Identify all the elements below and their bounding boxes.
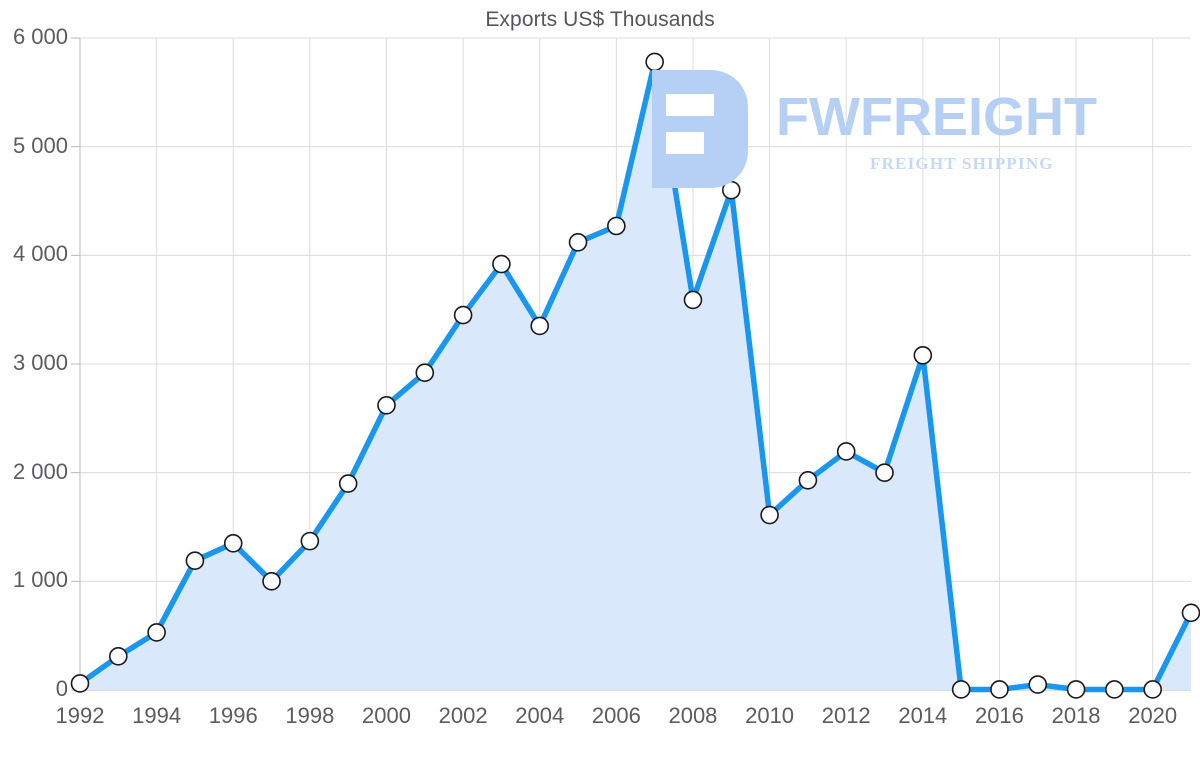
data-point-marker[interactable] bbox=[607, 216, 626, 236]
x-axis-tick-label: 2014 bbox=[898, 703, 948, 728]
data-point-marker[interactable] bbox=[760, 505, 779, 525]
data-point-marker[interactable] bbox=[1181, 603, 1200, 623]
area-fill-path bbox=[80, 61, 1191, 691]
y-axis-tick-label: 3 000 bbox=[12, 350, 68, 375]
data-point-marker[interactable] bbox=[70, 674, 90, 693]
data-point-marker[interactable] bbox=[683, 290, 703, 310]
data-point-marker[interactable] bbox=[951, 680, 971, 699]
data-point-marker[interactable] bbox=[453, 305, 473, 325]
data-point-marker[interactable] bbox=[645, 52, 664, 72]
data-point-marker[interactable] bbox=[1028, 675, 1048, 694]
x-axis-tick-label: 2010 bbox=[745, 703, 795, 728]
data-point-marker[interactable] bbox=[913, 346, 933, 365]
x-axis-tick-label: 1996 bbox=[208, 703, 258, 728]
x-axis-tick-label: 2016 bbox=[974, 703, 1024, 728]
data-point-marker[interactable] bbox=[415, 363, 435, 382]
data-point-marker[interactable] bbox=[798, 470, 818, 490]
x-axis-tick-label: 2018 bbox=[1051, 703, 1101, 728]
data-point-marker[interactable] bbox=[377, 395, 396, 415]
y-axis-tick-label: 4 000 bbox=[12, 241, 68, 267]
x-axis-tick-label: 2020 bbox=[1128, 703, 1178, 728]
data-point-marker[interactable] bbox=[875, 463, 894, 482]
data-point-marker[interactable] bbox=[109, 647, 128, 666]
data-point-marker[interactable] bbox=[147, 623, 166, 642]
y-axis-tick-label: 1 000 bbox=[12, 567, 68, 593]
data-point-marker[interactable] bbox=[530, 316, 550, 336]
x-axis-tick-label: 1998 bbox=[285, 703, 335, 728]
x-axis-tick-label: 1992 bbox=[55, 703, 105, 728]
data-point-marker[interactable] bbox=[262, 572, 281, 591]
y-axis-tick-label: 5 000 bbox=[12, 132, 68, 158]
x-axis-tick-label: 2006 bbox=[591, 703, 641, 728]
data-point-marker[interactable] bbox=[1105, 680, 1124, 699]
y-axis-tick-label: 0 bbox=[55, 676, 68, 701]
x-axis-tick-label: 2004 bbox=[515, 703, 565, 728]
data-point-marker[interactable] bbox=[990, 680, 1009, 699]
x-axis-tick-label: 2008 bbox=[668, 703, 718, 728]
chart-title: Exports US$ Thousands bbox=[485, 8, 715, 31]
x-axis-tick-label: 1994 bbox=[132, 703, 182, 728]
data-point-marker[interactable] bbox=[1066, 680, 1086, 699]
data-point-marker[interactable] bbox=[223, 533, 243, 553]
x-axis-tick-label: 2002 bbox=[438, 703, 488, 728]
x-axis-tick-label: 2000 bbox=[361, 703, 411, 728]
data-point-marker[interactable] bbox=[492, 254, 511, 274]
data-point-marker[interactable] bbox=[185, 551, 205, 570]
y-axis-tick-label: 6 000 bbox=[12, 24, 68, 49]
data-point-marker[interactable] bbox=[721, 180, 741, 200]
data-point-marker[interactable] bbox=[338, 474, 358, 493]
y-axis-tick-label: 2 000 bbox=[12, 458, 68, 484]
data-point-marker[interactable] bbox=[300, 531, 320, 551]
data-point-marker[interactable] bbox=[836, 442, 856, 461]
data-point-marker[interactable] bbox=[568, 232, 588, 252]
x-axis-tick-label: 2012 bbox=[821, 703, 871, 728]
data-point-marker[interactable] bbox=[1143, 680, 1162, 699]
data-point-markers bbox=[70, 52, 1200, 699]
